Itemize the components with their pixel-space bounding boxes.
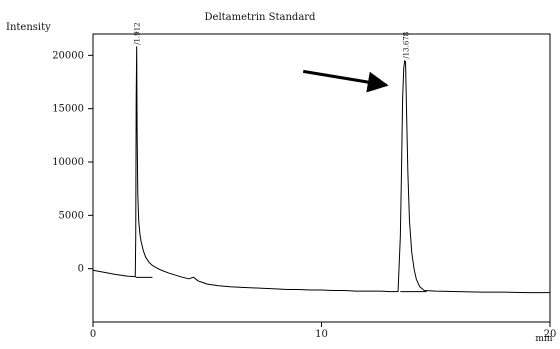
series-layer <box>92 46 550 294</box>
chart-title: Deltametrin Standard <box>205 12 317 23</box>
plot-frame <box>92 33 551 323</box>
annotations <box>302 69 389 93</box>
y-tick-label: 15000 <box>52 104 84 115</box>
y-axis-label: Intensity <box>6 22 51 33</box>
peak-label: /1.912 <box>134 22 142 44</box>
y-tick-label: 20000 <box>52 50 84 61</box>
x-tick-label: 10 <box>315 329 328 340</box>
x-axis-ticks: 0 10 20 <box>90 322 557 340</box>
x-axis-label: min <box>535 334 552 344</box>
y-tick-label: 0 <box>78 264 84 275</box>
peak-labels: /1.912/13.678 <box>134 22 411 58</box>
y-tick-label: 10000 <box>52 157 84 168</box>
x-tick-label: 20 <box>544 329 557 340</box>
series-line-0 <box>92 46 550 294</box>
y-axis-ticks: 0 5000 10000 15000 20000 <box>52 50 93 275</box>
baseline-segments <box>135 276 427 293</box>
peak-arrow <box>302 69 389 93</box>
y-tick-label: 5000 <box>59 210 84 221</box>
x-tick-label: 0 <box>90 329 96 340</box>
peak-label: /13.678 <box>403 32 411 59</box>
